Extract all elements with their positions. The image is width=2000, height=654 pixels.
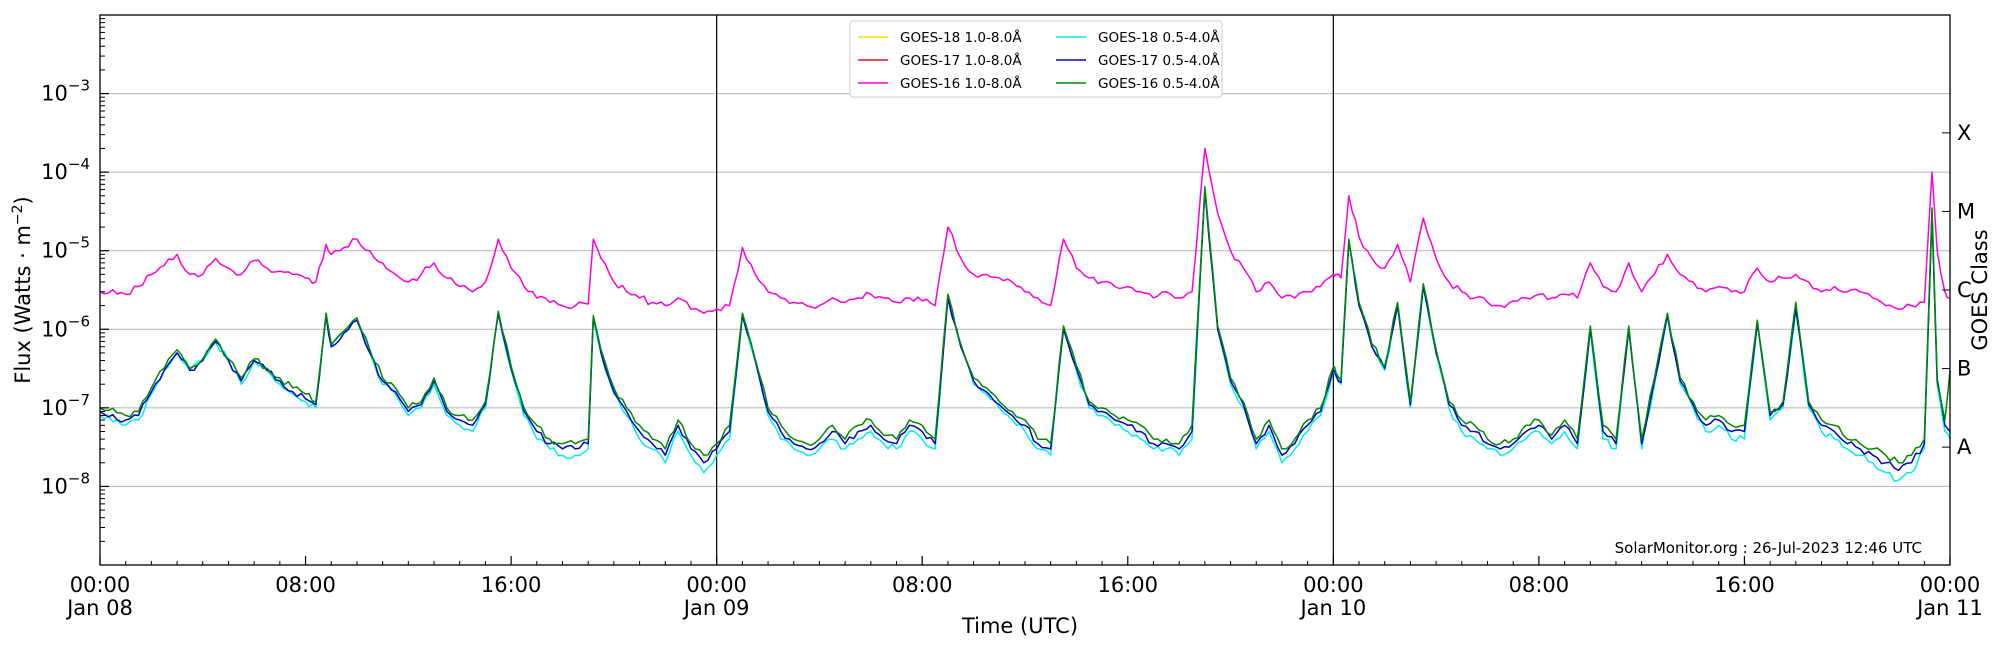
series-line-g16_short bbox=[99, 186, 1951, 464]
x-tick-time-label: 08:00 bbox=[275, 573, 336, 597]
x-tick-time-label: 16:00 bbox=[481, 573, 542, 597]
day-boundary-layer bbox=[716, 15, 1334, 565]
legend-items: GOES-18 1.0-8.0Å GOES-17 1.0-8.0Å GOES-16 … bbox=[858, 29, 1220, 92]
goes-class-label: B bbox=[1957, 357, 1971, 381]
x-tick-date-label: Jan 08 bbox=[65, 596, 133, 620]
y-tick-base: 10 bbox=[41, 474, 68, 498]
legend-label: GOES-17 0.5-4.0Å bbox=[1098, 52, 1220, 69]
x-tick-date-label: Jan 10 bbox=[1298, 596, 1366, 620]
y-axis-title-main: Flux (Watts · m bbox=[11, 225, 35, 384]
y-tick-base: 10 bbox=[41, 82, 68, 106]
x-tick-date-label: Jan 09 bbox=[682, 596, 750, 620]
legend-label: GOES-16 0.5-4.0Å bbox=[1098, 75, 1220, 92]
goes-class-label: C bbox=[1957, 278, 1972, 302]
x-tick-time-label: 00:00 bbox=[1920, 573, 1981, 597]
goes-class-label: M bbox=[1957, 199, 1975, 223]
y-tick-exponent: −6 bbox=[68, 312, 90, 330]
legend-box bbox=[849, 20, 1223, 98]
y-axis-title-exponent: −2 bbox=[10, 204, 26, 225]
y-tick-label: 10−7 bbox=[41, 391, 90, 420]
x-tick-time-label: 16:00 bbox=[1714, 573, 1775, 597]
x-tick-time-label: 16:00 bbox=[1098, 573, 1159, 597]
y-tick-base: 10 bbox=[41, 396, 68, 420]
series-layer bbox=[99, 147, 1951, 482]
goes-class-label: A bbox=[1957, 435, 1972, 459]
y-tick-base: 10 bbox=[41, 317, 68, 341]
y-tick-exponent: −4 bbox=[68, 155, 90, 173]
x-tick-time-label: 08:00 bbox=[1509, 573, 1570, 597]
goes-class-label: X bbox=[1957, 121, 1971, 145]
y-tick-label: 10−3 bbox=[41, 77, 90, 106]
legend-label: GOES-16 1.0-8.0Å bbox=[900, 75, 1022, 92]
series-line-g17_short bbox=[99, 188, 1951, 472]
y-tick-base: 10 bbox=[41, 160, 68, 184]
y-tick-label: 10−6 bbox=[41, 312, 90, 341]
goes-class-axis-title: GOES Class bbox=[1968, 229, 1992, 350]
y-axis-title-close: ) bbox=[11, 196, 35, 204]
y-tick-exponent: −3 bbox=[68, 77, 90, 95]
legend-label: GOES-18 0.5-4.0Å bbox=[1098, 29, 1220, 46]
grid-layer bbox=[100, 93, 1950, 487]
y-tick-exponent: −7 bbox=[68, 391, 90, 409]
y-tick-label: 10−4 bbox=[41, 155, 90, 184]
y-tick-exponent: −5 bbox=[68, 234, 90, 252]
tick-layer bbox=[99, 18, 1951, 565]
credit-text: SolarMonitor.org : 26-Jul-2023 12:46 UTC bbox=[1615, 539, 1922, 557]
legend-label: GOES-17 1.0-8.0Å bbox=[900, 52, 1022, 69]
y-tick-label: 10−5 bbox=[41, 234, 90, 263]
legend: GOES-18 1.0-8.0Å GOES-17 1.0-8.0Å GOES-16 … bbox=[849, 20, 1223, 98]
x-axis-title: Time (UTC) bbox=[961, 614, 1078, 638]
x-tick-time-label: 00:00 bbox=[1303, 573, 1364, 597]
x-tick-time-label: 00:00 bbox=[686, 573, 747, 597]
legend-label: GOES-18 1.0-8.0Å bbox=[900, 29, 1022, 46]
y-axis-title: Flux (Watts · m−2) bbox=[10, 196, 35, 384]
y-tick-base: 10 bbox=[41, 239, 68, 263]
y-tick-exponent: −8 bbox=[68, 469, 90, 487]
x-tick-time-label: 00:00 bbox=[70, 573, 131, 597]
series-line-g18_short bbox=[99, 188, 1951, 482]
x-tick-date-label: Jan 11 bbox=[1915, 596, 1983, 620]
y-tick-label: 10−8 bbox=[41, 469, 90, 498]
series-line-g16_long bbox=[99, 147, 1951, 314]
x-tick-time-label: 08:00 bbox=[892, 573, 953, 597]
